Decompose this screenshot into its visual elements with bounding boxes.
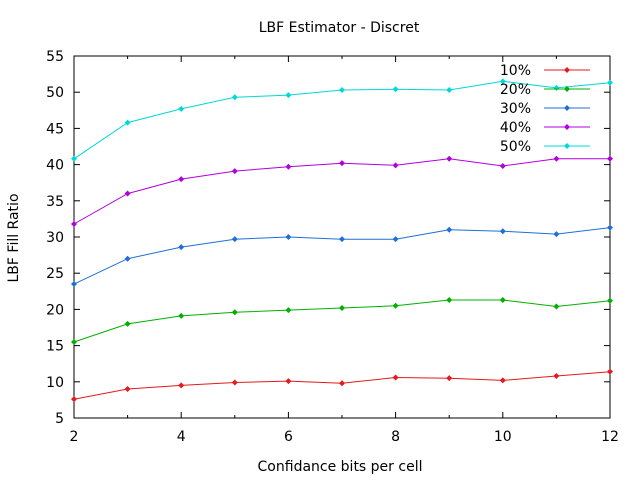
data-point <box>339 304 345 311</box>
data-point <box>499 377 506 384</box>
y-tick-label: 35 <box>46 194 64 210</box>
data-point <box>553 231 560 238</box>
data-point <box>71 338 77 345</box>
data-point <box>178 105 185 112</box>
data-point <box>446 226 453 233</box>
data-point <box>285 92 292 99</box>
data-point <box>553 303 560 310</box>
data-point <box>553 84 560 91</box>
data-point <box>499 296 506 303</box>
y-tick-label: 15 <box>46 339 64 355</box>
data-point <box>71 220 77 227</box>
data-point <box>178 382 185 389</box>
y-tick-label: 25 <box>46 266 64 282</box>
y-tick-label: 10 <box>46 375 64 391</box>
chart-title: LBF Estimator - Discret <box>259 20 420 36</box>
x-tick-label: 10 <box>494 429 512 445</box>
data-point <box>124 386 131 393</box>
data-point <box>71 396 77 403</box>
data-point <box>285 234 292 240</box>
data-point <box>285 163 292 170</box>
data-point <box>231 168 238 175</box>
data-point <box>607 155 613 162</box>
x-tick-label: 4 <box>177 429 186 445</box>
data-point <box>178 244 185 251</box>
data-point <box>607 297 613 304</box>
legend-label: 30% <box>500 101 531 117</box>
data-point <box>339 160 345 167</box>
data-point <box>71 155 77 162</box>
data-point <box>231 94 238 101</box>
data-point <box>446 375 453 382</box>
y-tick-label: 5 <box>55 411 64 427</box>
data-point <box>124 190 131 197</box>
y-tick-label: 55 <box>46 49 64 65</box>
y-axis-label: LBF Fill Ratio <box>6 193 22 282</box>
data-point <box>285 378 292 385</box>
legend-marker <box>564 124 570 130</box>
data-point <box>124 255 131 262</box>
data-point <box>392 302 399 309</box>
data-point <box>607 224 613 231</box>
x-tick-label: 2 <box>70 429 79 445</box>
series-50pct <box>71 78 613 162</box>
series-10pct <box>71 368 613 403</box>
data-point <box>231 236 238 243</box>
legend-label: 50% <box>500 139 531 155</box>
data-point <box>392 374 399 381</box>
data-point <box>124 119 131 126</box>
y-tick-label: 45 <box>46 121 64 137</box>
legend-label: 40% <box>500 120 531 136</box>
data-point <box>178 312 185 319</box>
series-20pct <box>71 296 613 345</box>
data-point <box>231 309 238 316</box>
data-point <box>499 228 506 235</box>
data-point <box>607 368 613 375</box>
legend-label: 20% <box>500 82 531 98</box>
series-line <box>73 227 611 285</box>
legend-marker <box>564 67 570 73</box>
data-point <box>71 281 77 288</box>
x-tick-label: 8 <box>391 429 400 445</box>
y-tick-label: 50 <box>46 85 64 101</box>
y-tick-label: 20 <box>46 302 64 318</box>
legend-label: 10% <box>500 63 531 79</box>
data-point <box>392 236 399 243</box>
data-point <box>178 176 185 183</box>
legend-marker <box>564 86 570 92</box>
data-point <box>124 320 131 327</box>
data-point <box>553 373 560 380</box>
data-point <box>446 155 453 162</box>
data-point <box>553 155 560 162</box>
data-point <box>607 79 613 86</box>
data-point <box>392 162 399 169</box>
data-point <box>339 87 345 94</box>
data-point <box>231 379 238 386</box>
legend-marker <box>564 105 570 111</box>
data-point <box>392 86 399 93</box>
data-point <box>285 307 292 314</box>
series-30pct <box>71 224 613 288</box>
y-tick-label: 30 <box>46 230 64 246</box>
data-point <box>339 236 345 243</box>
data-point <box>446 87 453 94</box>
x-axis-label: Confidance bits per cell <box>258 459 423 475</box>
legend-marker <box>564 143 570 149</box>
x-tick-label: 6 <box>284 429 293 445</box>
data-point <box>499 78 506 85</box>
data-point <box>446 296 453 303</box>
series-layer <box>71 78 613 403</box>
y-tick-label: 40 <box>46 158 64 174</box>
axis-ticks: 5 10 15 20 25 30 35 40 45 50 55 2 4 6 8 10 12 <box>46 49 619 445</box>
legend: 10% 20% 30% 40% 50% <box>500 63 590 155</box>
series-40pct <box>71 155 613 227</box>
x-tick-label: 12 <box>601 429 619 445</box>
series-line <box>73 158 610 225</box>
data-point <box>499 163 506 170</box>
data-point <box>339 380 345 387</box>
